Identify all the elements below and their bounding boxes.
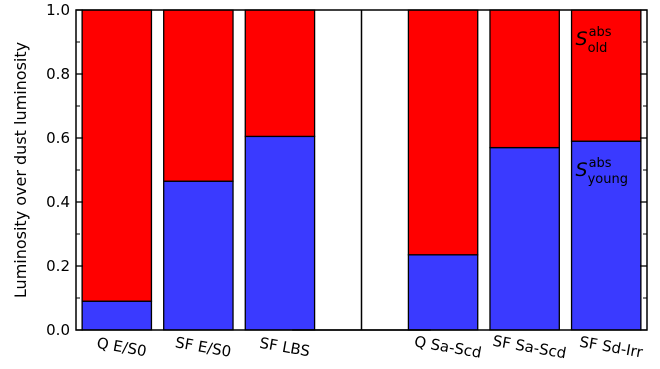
bar-old-6 <box>570 9 642 142</box>
bar-young-4 <box>407 254 479 331</box>
y-tick-label: 0.2 <box>46 257 70 275</box>
x-tick-label: SF Sd-Irr <box>578 333 645 362</box>
x-tick-label: Q Sa-Scd <box>413 332 483 362</box>
bar-young-6 <box>570 140 642 331</box>
y-tick-label: 1.0 <box>46 1 70 19</box>
bar-old-4 <box>407 9 479 256</box>
x-tick-label: SF Sa-Scd <box>491 332 567 363</box>
y-axis: 0.0 0.2 0.4 0.6 0.8 1.0 <box>46 1 647 339</box>
bar-old-2 <box>244 9 316 138</box>
annotations-group: Sabs old Sabs young <box>576 25 628 187</box>
y-tick-label: 0.8 <box>46 65 70 83</box>
bar-young-5 <box>489 146 560 331</box>
y-axis-label: Luminosity over dust luminosity <box>11 42 30 298</box>
bars-group <box>81 9 642 331</box>
x-tick-label: Q E/S0 <box>95 334 148 360</box>
annotation-young: Sabs young <box>576 156 628 187</box>
x-tick-label: SF LBS <box>258 334 311 361</box>
bar-young-1 <box>163 180 234 331</box>
bar-young-0 <box>81 300 153 331</box>
x-axis: Q E/S0 SF E/S0 SF LBS Q Sa-Scd SF Sa-Scd SF S… <box>95 329 645 363</box>
bar-young-2 <box>244 135 316 331</box>
bar-old-5 <box>489 9 560 149</box>
bar-old-1 <box>163 9 234 182</box>
y-tick-label: 0.6 <box>46 129 70 147</box>
y-tick-label: 0.0 <box>46 321 70 339</box>
annotation-old: Sabs old <box>576 25 612 56</box>
x-tick-label: SF E/S0 <box>174 333 233 361</box>
y-tick-label: 0.4 <box>46 193 70 211</box>
bar-old-0 <box>81 9 153 302</box>
